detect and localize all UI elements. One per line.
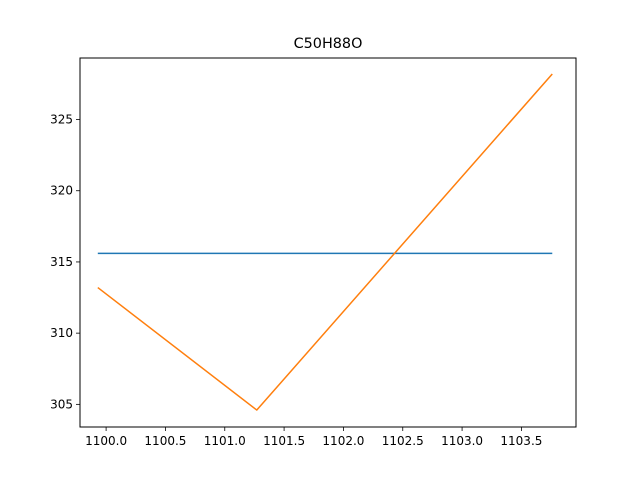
plot-frame <box>79 57 577 428</box>
x-tick-label: 1103.0 <box>441 434 483 448</box>
x-tick-label: 1101.5 <box>263 434 305 448</box>
x-axis: 1100.0 1100.5 1101.0 1101.5 1102.0 1102.5 1103… <box>85 427 542 448</box>
x-tick-label: 1103.5 <box>500 434 542 448</box>
y-tick-label: 305 <box>50 397 73 411</box>
chart-title: C50H88O <box>294 36 363 52</box>
series-layer <box>97 73 553 411</box>
x-tick-label: 1102.0 <box>322 434 364 448</box>
x-tick-label: 1100.0 <box>85 434 127 448</box>
y-tick-label: 310 <box>50 326 73 340</box>
y-tick-label: 325 <box>50 113 73 127</box>
x-tick-label: 1100.5 <box>144 434 186 448</box>
y-tick-label: 315 <box>50 255 73 269</box>
y-axis: 305 310 315 320 325 <box>50 113 80 411</box>
y-tick-label: 320 <box>50 184 73 198</box>
x-tick-label: 1102.5 <box>382 434 424 448</box>
series-line-2 <box>97 73 553 411</box>
x-tick-label: 1101.0 <box>204 434 246 448</box>
